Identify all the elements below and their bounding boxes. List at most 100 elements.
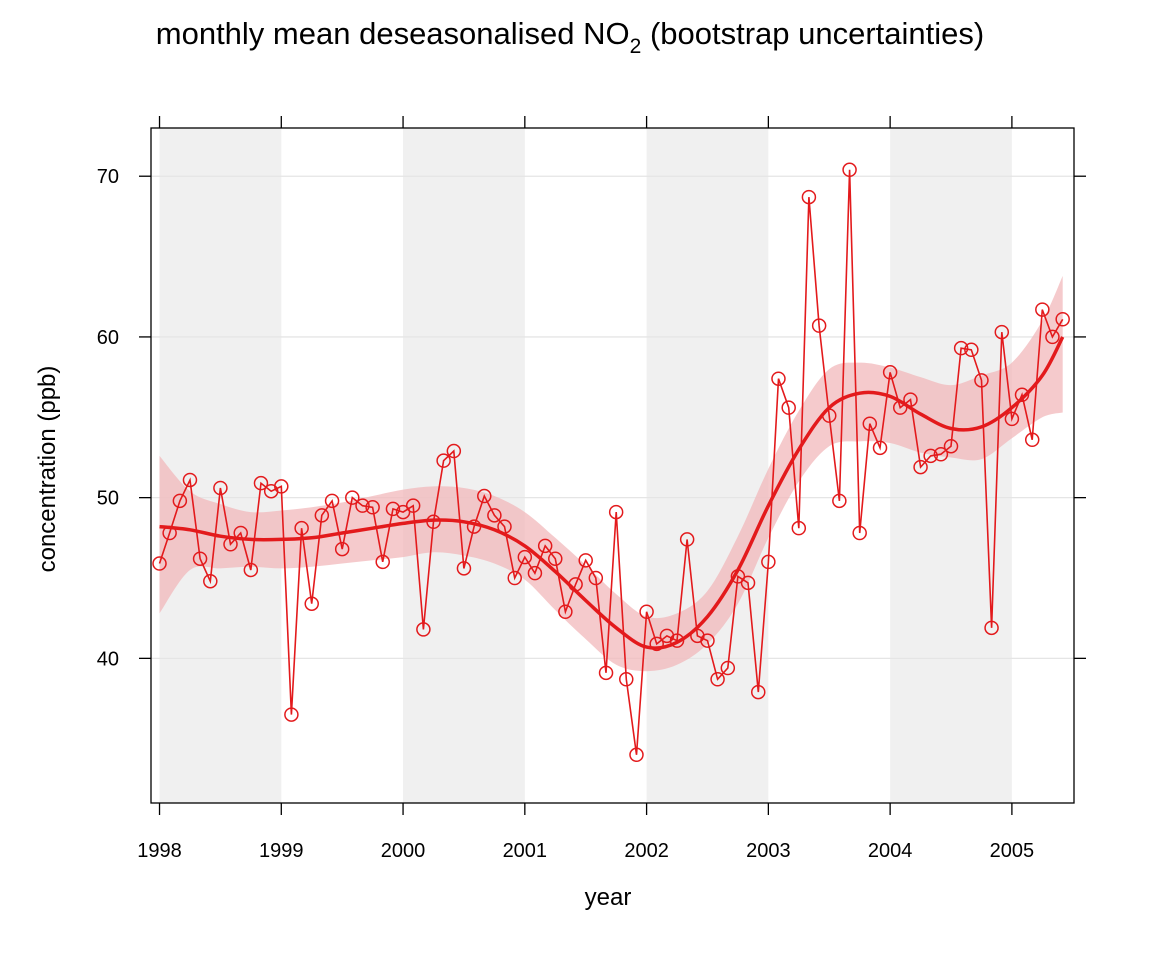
chart-title-main: monthly mean deseasonalised NO — [156, 16, 630, 51]
data-point — [669, 633, 685, 648]
chart-title-subscript: 2 — [630, 35, 642, 58]
data-point — [345, 490, 360, 505]
data-point — [994, 324, 1010, 340]
data-point — [487, 508, 502, 523]
data-point — [842, 162, 857, 178]
data-point — [203, 573, 218, 589]
y-tick-label: 40 — [97, 648, 119, 670]
data-point — [761, 554, 776, 570]
y-tick-labels: 40 50 60 70 — [97, 166, 119, 670]
data-point — [619, 672, 634, 687]
data-point — [558, 604, 573, 619]
data-point — [679, 532, 695, 547]
data-point — [243, 562, 259, 578]
data-point — [405, 498, 421, 513]
data-point — [781, 400, 796, 415]
trend-series — [159, 336, 1065, 650]
confidence-band — [159, 275, 1063, 672]
data-point — [1035, 302, 1050, 317]
y-tick-label: 70 — [97, 166, 119, 188]
trend-line — [159, 336, 1065, 650]
data-point — [751, 684, 766, 700]
year-shade — [403, 128, 525, 803]
data-point — [710, 672, 725, 687]
year-shading — [159, 128, 1012, 803]
data-point — [771, 371, 786, 386]
data-point — [324, 493, 340, 509]
chart-title: monthly mean deseasonalised NO2 (bootstr… — [156, 16, 984, 58]
data-point — [192, 551, 208, 566]
data-point — [811, 318, 827, 333]
data-point — [1024, 432, 1040, 448]
data-point — [964, 342, 979, 358]
data-point — [304, 596, 319, 611]
chart-title-suffix: (bootstrap uncertainties) — [641, 16, 984, 51]
data-point — [933, 447, 949, 462]
x-tick-label: 1999 — [259, 840, 304, 862]
data-point — [598, 665, 614, 681]
year-shade — [159, 128, 282, 803]
data-point — [923, 448, 938, 464]
data-point — [872, 440, 888, 456]
data-point — [507, 570, 522, 586]
data-point — [720, 660, 736, 676]
data-point — [517, 549, 533, 565]
data-point — [253, 475, 269, 491]
data-point — [974, 373, 989, 388]
x-tick-label: 2004 — [868, 840, 913, 862]
x-tick-label: 2001 — [503, 840, 548, 862]
data-point — [385, 501, 401, 517]
data-point — [649, 636, 664, 652]
data-point — [913, 459, 928, 475]
data-point — [882, 365, 898, 380]
data-point — [629, 747, 644, 763]
confidence-band-area — [159, 275, 1063, 672]
y-axis-title: concentration (ppb) — [34, 366, 61, 573]
y-tick-label: 50 — [97, 488, 119, 510]
year-shade — [890, 128, 1012, 803]
data-point — [527, 565, 543, 581]
data-point — [213, 480, 228, 496]
data-point — [1014, 387, 1030, 403]
x-tick-label: 2002 — [624, 840, 669, 862]
data-point — [152, 556, 167, 571]
data-point — [314, 508, 330, 523]
data-point — [578, 553, 593, 568]
data-point — [446, 443, 462, 459]
data-point — [355, 498, 370, 513]
data-point — [456, 561, 472, 576]
x-axis-title: year — [585, 884, 632, 911]
data-point — [700, 633, 715, 648]
data-point — [1045, 329, 1060, 345]
data-point — [862, 416, 878, 431]
data-point — [639, 604, 654, 619]
x-tick-label: 2000 — [381, 840, 426, 862]
data-point — [182, 472, 198, 488]
data-point — [436, 453, 451, 468]
x-tick-label: 1998 — [137, 840, 182, 862]
data-point — [832, 493, 847, 509]
data-point — [375, 554, 390, 570]
data-point — [334, 541, 350, 557]
plot-frame — [150, 127, 1075, 804]
x-tick-labels: 1998 1999 2000 2001 2002 2003 2004 2005 — [137, 840, 1034, 862]
data-point — [943, 438, 959, 454]
data-point — [416, 622, 431, 637]
data-point — [791, 520, 807, 536]
data-point — [801, 189, 817, 205]
x-tick-label: 2005 — [990, 840, 1035, 862]
data-point — [172, 493, 188, 509]
data-point — [477, 488, 492, 504]
data-point — [537, 538, 553, 554]
data-point — [740, 575, 756, 591]
data-point — [953, 340, 969, 356]
data-point — [1004, 411, 1020, 427]
x-tick-label: 2003 — [746, 840, 791, 862]
data-point — [984, 620, 999, 636]
data-point — [274, 479, 289, 494]
data-point — [1055, 312, 1070, 327]
axis-ticks — [139, 116, 1086, 815]
data-point — [588, 570, 604, 586]
data-point — [395, 504, 411, 520]
data-point — [294, 520, 309, 536]
